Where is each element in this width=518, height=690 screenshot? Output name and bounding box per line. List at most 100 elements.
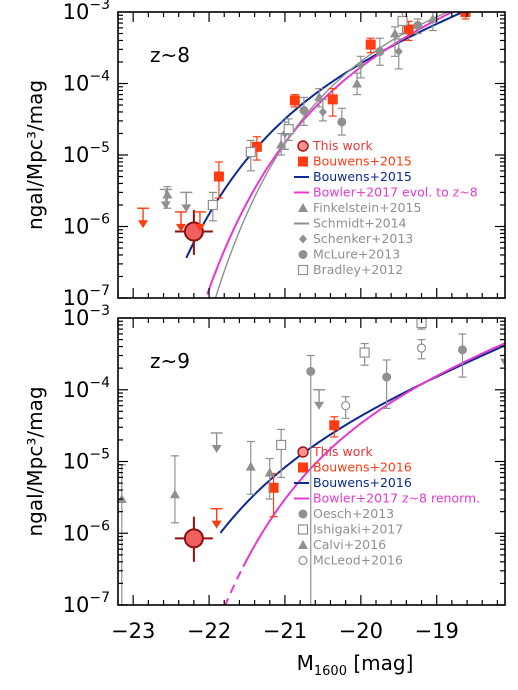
upper-limit-arrow [211,520,222,529]
data-point [341,401,351,411]
data-point [276,439,287,451]
data-point [276,139,287,149]
legend-item: McLure+2013 [298,247,400,262]
y-tick-label-base: 10 [63,215,90,239]
legend-label: Oesch+2013 [313,506,394,521]
data-point [268,482,279,493]
y-tick-label: 10−5 [63,140,110,167]
x-tick-label: −20 [339,619,383,643]
y-tick-label: 10−3 [63,303,110,330]
curves [219,342,505,605]
upper-limit-arrow [175,223,186,232]
legend-item: Finkelstein+2015 [298,200,421,215]
y-tick-label-base: 10 [63,286,90,310]
legend-item: Bouwens+2015 [294,169,412,184]
series-5 [299,18,423,136]
y-tick-label-exponent: −7 [89,590,110,606]
panel-z9: 10−710−610−510−410−3ngal/Mpc³/magz~9This… [23,303,506,643]
y-tick-label-exponent: −4 [89,69,110,85]
legend-label: McLure+2013 [313,247,400,262]
y-tick-label-base: 10 [63,72,90,96]
upper-limit-arrow [138,220,149,229]
y-tick-label: 10−7 [63,283,110,310]
series-3 [306,333,468,605]
data-point [394,47,403,57]
data-point [283,124,294,135]
fit-curve-1 [242,342,505,568]
data-point [389,28,400,38]
legend-label: Bouwens+2015 [313,154,412,169]
legend-label: Bouwens+2016 [313,475,412,490]
data-point [359,347,370,358]
data-point [289,95,300,106]
series-0 [174,516,213,562]
y-axis-label: ngal/Mpc³/mag [23,80,47,230]
legend-marker [298,555,308,566]
y-tick-label: 10−5 [63,447,110,474]
legend-label: Bradley+2012 [313,262,403,277]
series-6 [207,12,408,222]
y-tick-label-base: 10 [63,450,90,474]
legend-item: Bowler+2017 evol. to z~8 [294,185,478,200]
legend: This workBouwens+2015Bouwens+2015Bowler+… [294,138,478,277]
y-tick-label: 10−6 [63,212,110,239]
legend-label: Calvi+2016 [313,537,386,552]
legend-label: Bowler+2017 evol. to z~8 [313,185,478,200]
data-point [329,420,340,431]
data-point [403,24,414,35]
data-point [397,15,408,27]
upper-limit-arrow [194,223,205,232]
data-point [162,189,173,199]
data-point [213,171,224,182]
data-point [413,20,423,30]
data-point [352,78,363,88]
data-point [306,366,316,376]
data-point [169,489,180,499]
series-5 [118,440,275,605]
data-point [458,345,468,355]
legend-marker [298,156,308,167]
fit-curve-3 [214,12,450,298]
panel-label: z~8 [150,43,190,67]
data-point [207,199,218,211]
fit-curve-0 [219,344,505,534]
legend-marker [297,264,309,276]
x-axis-label-main: M [297,651,314,675]
data-point [460,12,471,17]
legend-marker [298,509,308,519]
legend-label: Schmidt+2014 [313,216,407,231]
x-axis-label-subscript: 1600 [314,664,347,679]
data-point [375,47,385,57]
fit-curve-1 [208,12,455,290]
axis-ticks [117,12,505,299]
legend-item: Calvi+2016 [298,537,386,552]
legend-item: Schmidt+2014 [294,216,407,231]
data-point [365,39,376,50]
x-tick-label: −19 [415,619,459,643]
legend-item: Schenker+2013 [299,231,413,246]
legend-item: Bouwens+2015 [298,154,412,169]
legend-item: Bouwens+2016 [298,460,412,475]
upper-limit-arrow [160,201,171,210]
x-tick-label: −22 [187,619,231,643]
legend-marker [298,462,308,473]
legend-item: McLeod+2016 [298,553,403,568]
y-tick-label: 10−4 [63,69,110,96]
legend-label: Ishigaki+2017 [313,522,403,537]
data-point-this-work [183,528,204,549]
y-tick-label: 10−6 [63,518,110,545]
legend-marker [299,234,307,244]
y-tick-label-base: 10 [63,0,90,24]
data-point [327,94,338,105]
data-point [251,141,262,152]
legend-label: Schenker+2013 [313,231,413,246]
x-axis-label-unit: [mag] [347,651,413,675]
series-2 [137,207,206,232]
upper-limit-arrow [181,204,192,213]
data-point [314,91,325,101]
y-axis-label: ngal/Mpc³/mag [23,386,47,536]
data-point [318,107,327,117]
axis-ticks [117,318,505,606]
upper-limit-arrow [500,358,505,367]
